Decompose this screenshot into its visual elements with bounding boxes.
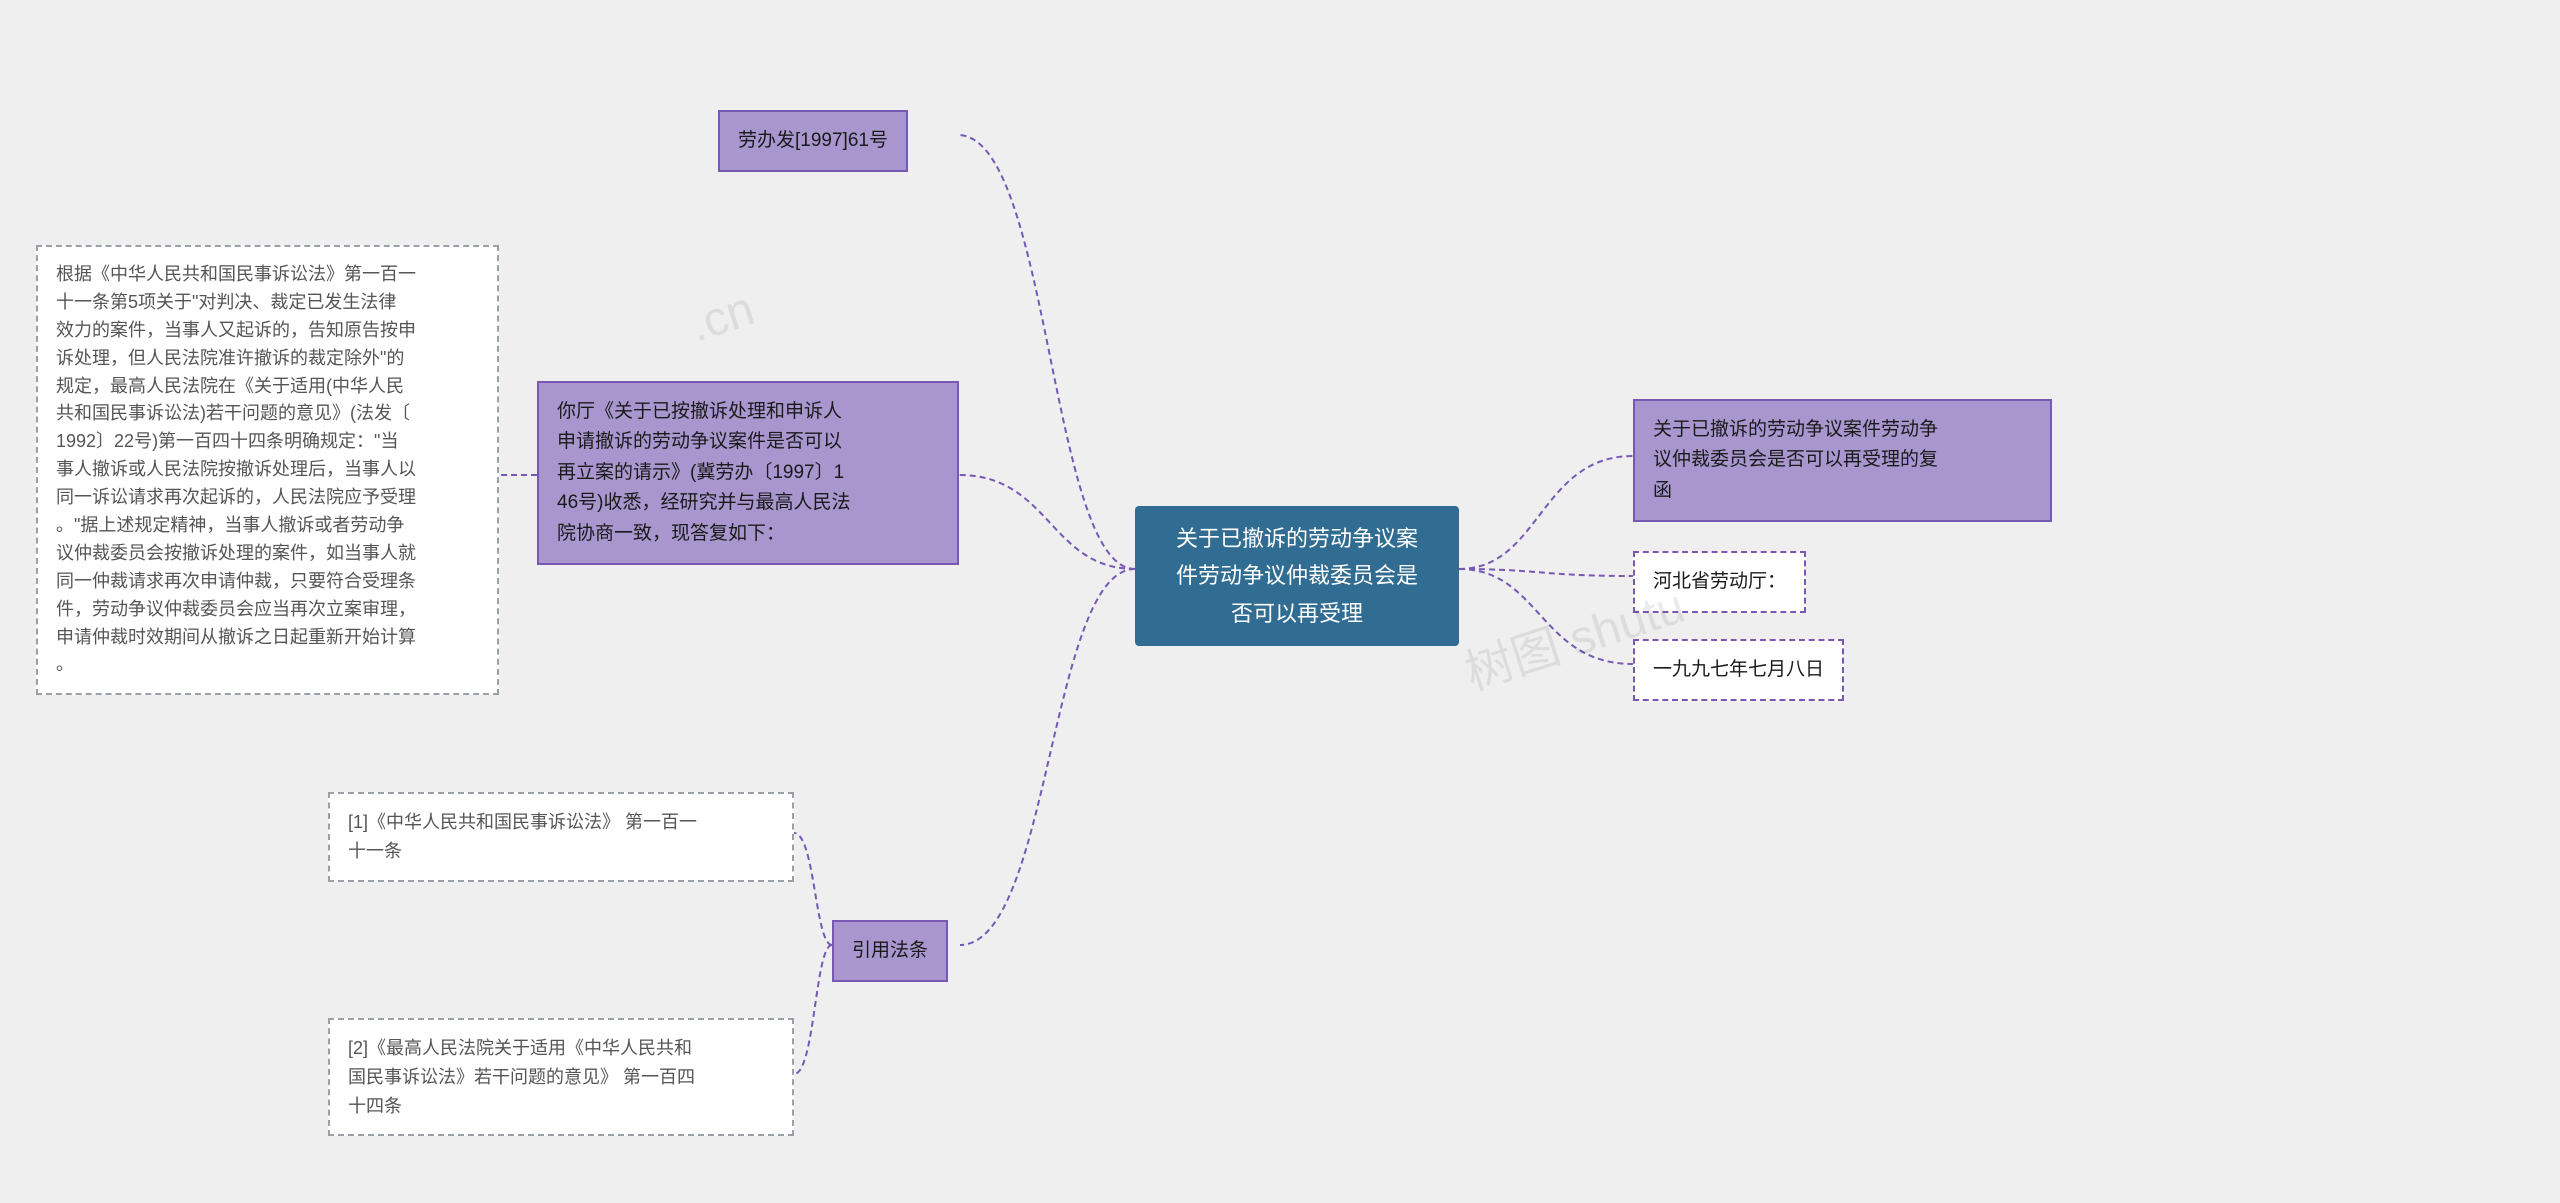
branch-right-1: 关于已撤诉的劳动争议案件劳动争 议仲裁委员会是否可以再受理的复 函 (1633, 399, 2052, 522)
branch-left-3-child-2: [2]《最高人民法院关于适用《中华人民共和 国民事诉讼法》若干问题的意见》 第一… (328, 1018, 794, 1136)
branch-left-3: 引用法条 (832, 920, 948, 982)
mindmap-root: 关于已撤诉的劳动争议案 件劳动争议仲裁委员会是 否可以再受理 (1135, 506, 1459, 646)
branch-left-2: 你厅《关于已按撤诉处理和申诉人 申请撤诉的劳动争议案件是否可以 再立案的请示》(… (537, 381, 959, 565)
watermark-2: .cn (683, 281, 761, 353)
branch-right-3: 一九九七年七月八日 (1633, 639, 1844, 701)
branch-right-2: 河北省劳动厅： (1633, 551, 1806, 613)
branch-left-1: 劳办发[1997]61号 (718, 110, 908, 172)
branch-left-2-child: 根据《中华人民共和国民事诉讼法》第一百一 十一条第5项关于"对判决、裁定已发生法… (36, 245, 499, 695)
branch-left-3-child-1: [1]《中华人民共和国民事诉讼法》 第一百一 十一条 (328, 792, 794, 882)
